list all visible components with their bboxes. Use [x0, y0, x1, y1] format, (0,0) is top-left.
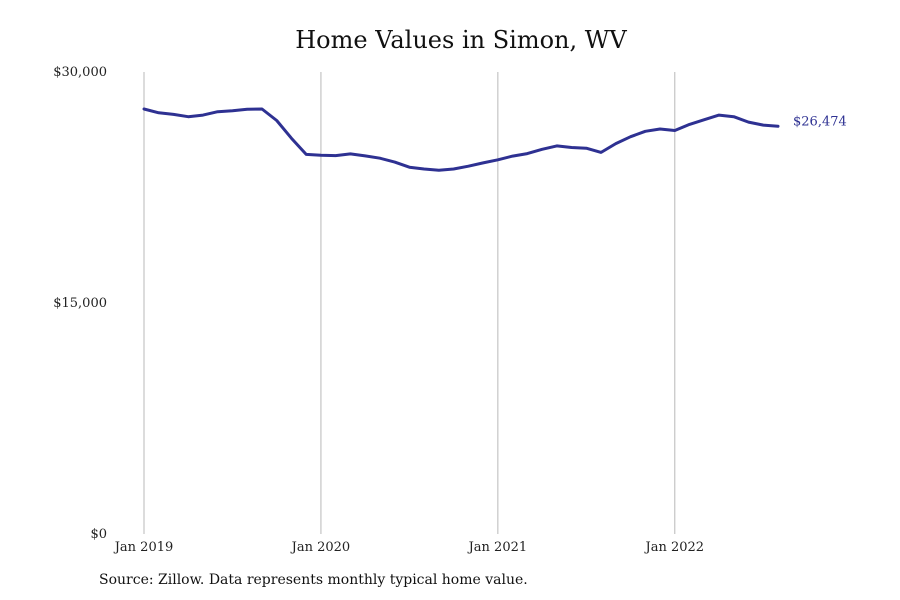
- y-tick-label: $0: [90, 527, 107, 542]
- x-tick-label: Jan 2021: [467, 540, 528, 555]
- source-note: Source: Zillow. Data represents monthly …: [99, 572, 528, 588]
- y-axis-ticks: $0 $15,000 $30,000: [53, 65, 107, 542]
- x-tick-label: Jan 2022: [644, 540, 705, 555]
- end-value-label: $26,474: [793, 114, 847, 129]
- x-tick-label: Jan 2020: [290, 540, 351, 555]
- y-tick-label: $30,000: [53, 65, 107, 80]
- x-tick-label: Jan 2019: [113, 540, 174, 555]
- x-axis-ticks: Jan 2019 Jan 2020 Jan 2021 Jan 2022: [113, 540, 704, 555]
- gridlines: [143, 72, 676, 534]
- y-tick-label: $15,000: [53, 296, 107, 311]
- series-line-home-value: [142, 107, 780, 172]
- chart-title: Home Values in Simon, WV: [295, 26, 627, 54]
